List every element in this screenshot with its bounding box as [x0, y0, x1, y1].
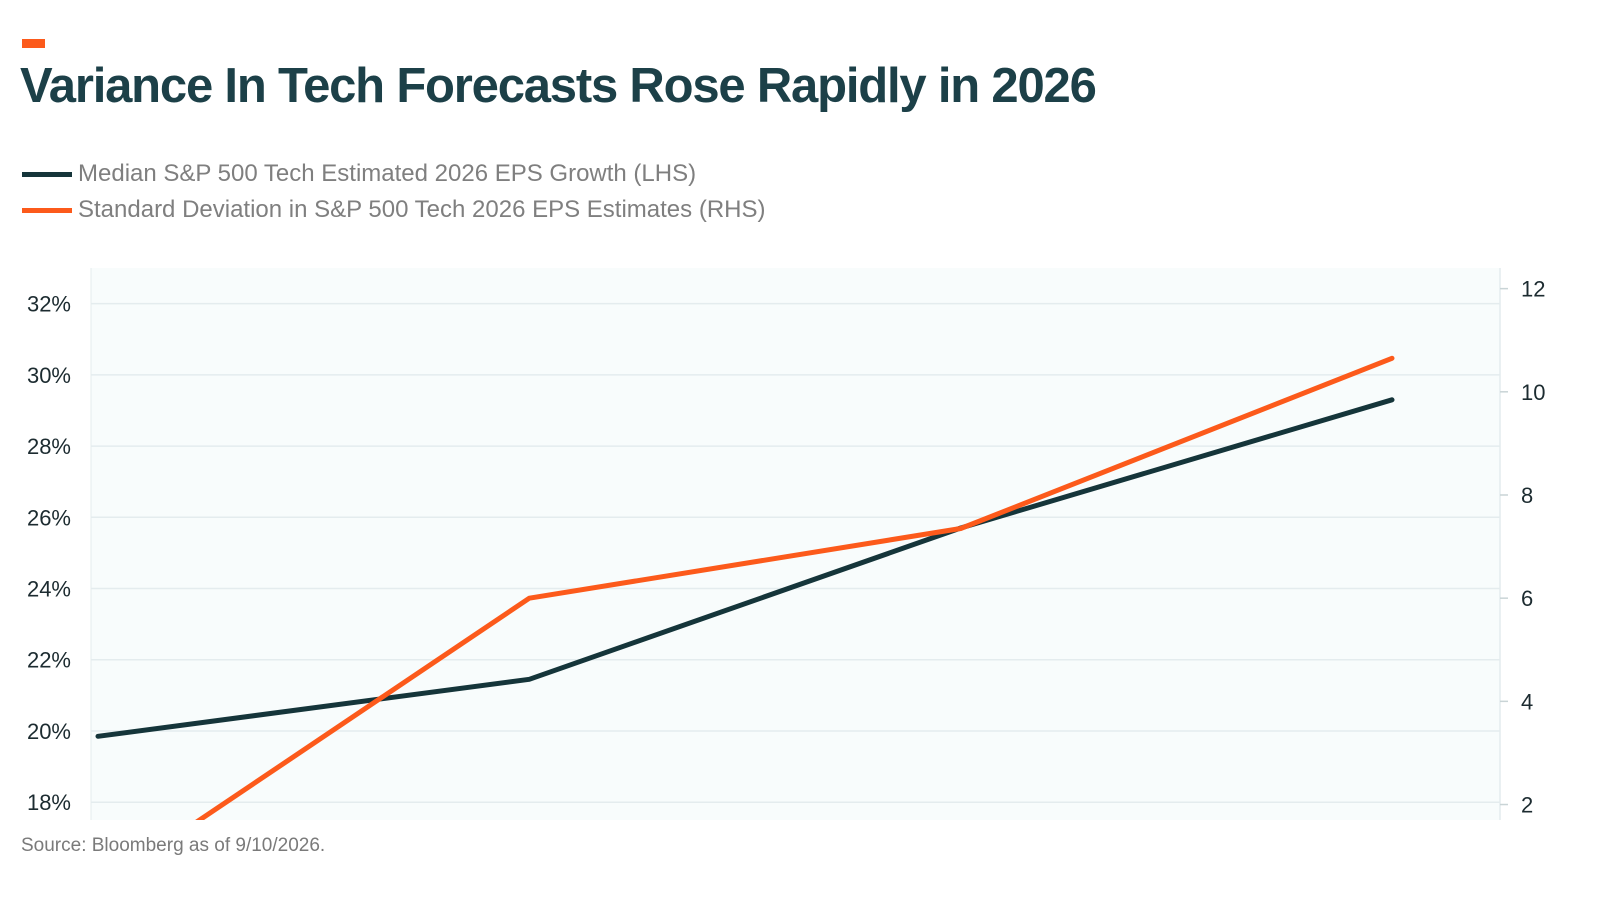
series-line-stddev: [195, 355, 1395, 820]
left-tick-label: 26%: [27, 505, 71, 530]
left-tick-label: 28%: [27, 434, 71, 459]
left-tick-label: 18%: [27, 790, 71, 815]
left-tick-label: 24%: [27, 577, 71, 602]
right-tick-label: 8: [1521, 483, 1533, 508]
right-tick-label: 2: [1521, 793, 1533, 818]
right-tick-label: 12: [1521, 277, 1545, 302]
legend-label-median: Median S&P 500 Tech Estimated 2026 EPS G…: [78, 160, 697, 187]
plot-background: [91, 268, 1500, 820]
left-tick-label: 22%: [27, 648, 71, 673]
source-note: Source: Bloomberg as of 9/10/2026.: [21, 835, 326, 856]
accent-bar: [22, 39, 45, 48]
legend-item-median: Median S&P 500 Tech Estimated 2026 EPS G…: [22, 156, 765, 192]
series-line-median: [95, 397, 1395, 739]
legend-item-stddev: Standard Deviation in S&P 500 Tech 2026 …: [22, 192, 765, 228]
left-tick-label: 20%: [27, 719, 71, 744]
legend-label-stddev: Standard Deviation in S&P 500 Tech 2026 …: [78, 196, 766, 223]
left-tick-label: 30%: [27, 363, 71, 388]
legend-swatch-median: [22, 171, 72, 177]
series: [95, 355, 1395, 820]
legend: Median S&P 500 Tech Estimated 2026 EPS G…: [22, 156, 765, 228]
left-tick-label: 32%: [27, 292, 71, 317]
legend-swatch-stddev: [22, 207, 72, 213]
right-tick-label: 4: [1521, 689, 1533, 714]
chart-title: Variance In Tech Forecasts Rose Rapidly …: [20, 59, 1097, 113]
right-tick-label: 6: [1521, 586, 1533, 611]
axes: 18% 20% 22% 24% 26% 28% 30% 32% 2 4 6 8 10 12: [27, 268, 1545, 820]
right-tick-label: 10: [1521, 380, 1545, 405]
